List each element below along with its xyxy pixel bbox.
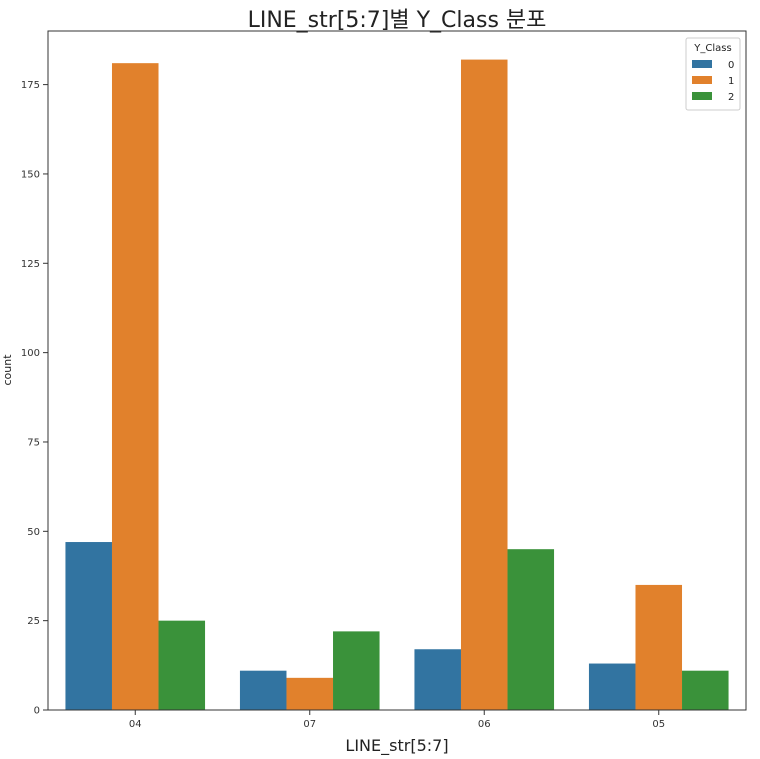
legend-label-0: 0 xyxy=(728,60,734,71)
bar-07-class-2 xyxy=(333,631,380,710)
bar-06-class-2 xyxy=(507,549,555,710)
legend-label-2: 2 xyxy=(728,92,734,103)
legend-swatch-2 xyxy=(692,92,712,100)
y-axis-label: count xyxy=(1,354,14,386)
x-tick-label: 05 xyxy=(652,719,665,730)
y-tick-label: 175 xyxy=(21,80,40,91)
y-tick-label: 25 xyxy=(27,616,40,627)
bar-05-class-2 xyxy=(682,670,729,710)
legend: Y_Class 0 1 2 xyxy=(685,37,741,111)
y-tick-label: 100 xyxy=(21,348,40,359)
bar-07-class-1 xyxy=(286,677,334,710)
legend-label-1: 1 xyxy=(728,76,734,87)
bar-06-class-1 xyxy=(460,59,508,710)
chart-title: LINE_str[5:7]별 Y_Class 분포 xyxy=(247,8,547,33)
bar-04-class-1 xyxy=(111,63,159,711)
x-tick-label: 04 xyxy=(129,719,142,730)
bar-07-class-0 xyxy=(239,670,287,710)
bar-04-class-2 xyxy=(158,620,206,710)
y-axis: 0 25 50 75 100 125 150 175 xyxy=(21,80,48,717)
y-tick-label: 0 xyxy=(34,706,40,717)
legend-items: 0 1 2 xyxy=(692,60,734,103)
x-axis-label: LINE_str[5:7] xyxy=(345,736,448,756)
x-tick-label: 07 xyxy=(303,719,316,730)
bar-04-class-0 xyxy=(65,542,112,710)
bar-06-class-0 xyxy=(414,649,461,710)
bars-group xyxy=(65,59,729,711)
x-axis: 04 07 06 05 xyxy=(129,710,665,730)
y-tick-label: 75 xyxy=(27,437,40,448)
y-tick-label: 50 xyxy=(27,527,40,538)
bar-05-class-1 xyxy=(635,584,683,710)
y-tick-label: 125 xyxy=(21,259,40,270)
legend-swatch-0 xyxy=(692,60,712,68)
bar-05-class-0 xyxy=(588,663,636,710)
x-tick-label: 06 xyxy=(478,719,491,730)
legend-swatch-1 xyxy=(692,76,712,84)
y-tick-label: 150 xyxy=(21,169,40,180)
plot-frame xyxy=(47,30,747,711)
legend-title: Y_Class xyxy=(693,43,731,54)
